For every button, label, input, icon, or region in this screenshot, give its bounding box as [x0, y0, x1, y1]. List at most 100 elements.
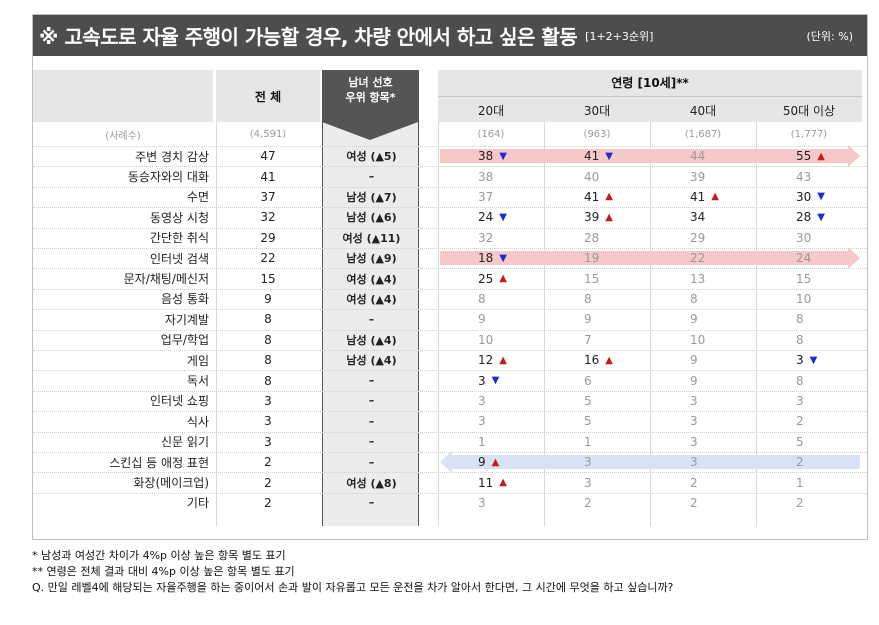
row-age-value: 2 [690, 475, 698, 490]
table-row: 식사 3 – 3 5 3 2 [33, 411, 867, 431]
row-age-value: 10 [796, 291, 812, 306]
row-age-value: 8 [584, 291, 592, 306]
highlight-band [452, 455, 860, 469]
row-gender-pref: 남성 (▲6) [346, 211, 397, 225]
age-group-header: 연령 [10세]** [611, 76, 689, 90]
row-total: 32 [260, 210, 276, 225]
row-age-value: 5 [584, 393, 592, 408]
row-age-value: 9 [690, 353, 698, 368]
row-age-value: 3 ▼ [478, 373, 500, 388]
row-age-value: 9 [478, 312, 486, 327]
pref-header: 남녀 선호 우위 항목* [322, 70, 419, 122]
row-label: 문자/채팅/메신저 [123, 272, 209, 287]
row-label: 간단한 취식 [149, 231, 209, 246]
row-total: 3 [264, 434, 272, 449]
row-age-value: 8 [690, 291, 698, 306]
row-age-value: 39 [690, 169, 706, 184]
row-gender-pref: – [368, 170, 375, 184]
row-age-value: 12 ▲ [478, 353, 507, 368]
row-total: 2 [264, 495, 272, 510]
table-row: 스킨십 등 애정 표현 2 – 9 ▲ 3 3 2 [33, 452, 867, 472]
row-age-value: 10 [690, 332, 706, 347]
row-age-value: 41 ▲ [690, 189, 719, 204]
row-age-value: 3 [690, 434, 698, 449]
row-age-value: 1 [796, 475, 804, 490]
row-gender-pref: 남성 (▲7) [346, 190, 397, 204]
row-gender-pref: – [368, 455, 375, 469]
title-bar: ※ 고속도로 자율 주행이 가능할 경우, 차량 안에서 하고 싶은 활동 [1… [33, 15, 867, 56]
row-label: 수면 [186, 190, 209, 205]
age-header-40: 40대 [689, 104, 717, 118]
row-label: 화장(메이크업) [133, 476, 209, 491]
down-triangle-icon: ▼ [605, 150, 613, 162]
row-age-value: 8 [478, 291, 486, 306]
sample-30: (963) [583, 128, 611, 140]
row-age-value: 1 [478, 434, 486, 449]
row-label: 식사 [186, 414, 209, 429]
age-header-50: 50대 이상 [782, 104, 836, 118]
row-total: 9 [264, 291, 272, 306]
table-row: 음성 통화 9 여성 (▲4) 8 8 8 10 [33, 289, 867, 309]
row-age-value: 37 [478, 189, 494, 204]
up-triangle-icon: ▲ [605, 211, 613, 223]
row-total: 22 [260, 251, 276, 266]
row-age-value: 10 [478, 332, 494, 347]
table-row: 기타 2 – 3 2 2 2 [33, 493, 867, 513]
table-row: 게임 8 남성 (▲4) 12 ▲ 16 ▲ 9 3 ▼ [33, 350, 867, 370]
down-triangle-icon: ▼ [809, 354, 818, 366]
row-gender-pref: 남성 (▲9) [346, 252, 397, 266]
row-gender-pref: 여성 (▲4) [346, 292, 397, 306]
row-total: 2 [264, 475, 272, 490]
row-age-value: 5 [796, 434, 804, 449]
footnotes: * 남성과 여성간 차이가 4%p 이상 높은 항목 별도 표기 ** 연령은 … [32, 548, 673, 596]
row-age-value: 2 [796, 455, 804, 470]
down-triangle-icon: ▼ [817, 211, 825, 223]
age-header-20: 20대 [477, 104, 505, 118]
up-triangle-icon: ▲ [499, 477, 507, 489]
row-age-value: 3 [690, 393, 698, 408]
row-age-value: 8 [796, 312, 804, 327]
table-row: 화장(메이크업) 2 여성 (▲8) 11 ▲ 3 2 1 [33, 472, 867, 492]
row-age-value: 6 [584, 373, 592, 388]
row-label: 기타 [186, 496, 209, 511]
row-total: 8 [264, 353, 272, 368]
title-unit: (단위: %) [806, 29, 853, 43]
row-age-value: 2 [796, 414, 804, 429]
down-triangle-icon: ▼ [491, 375, 500, 387]
row-age-value: 7 [584, 332, 592, 347]
row-label: 동영상 시청 [149, 210, 209, 225]
row-label: 주변 경치 감상 [135, 149, 209, 164]
row-age-value: 2 [796, 495, 804, 510]
row-age-value: 16 ▲ [584, 353, 613, 368]
row-gender-pref: – [368, 414, 375, 428]
row-age-value: 3 [584, 475, 592, 490]
row-age-value: 3 [478, 393, 486, 408]
row-age-value: 18 ▼ [478, 251, 507, 266]
row-age-value: 38 [478, 169, 494, 184]
row-gender-pref: – [368, 394, 375, 408]
row-age-value: 3 [796, 393, 804, 408]
row-age-value: 3 ▼ [796, 353, 818, 368]
sample-20: (164) [477, 128, 505, 140]
row-gender-pref: 여성 (▲8) [346, 476, 397, 490]
down-triangle-icon: ▼ [499, 252, 507, 264]
row-total: 37 [260, 189, 276, 204]
page-title: ※ 고속도로 자율 주행이 가능할 경우, 차량 안에서 하고 싶은 활동 [39, 25, 578, 49]
row-total: 41 [260, 169, 276, 184]
highlight-arrow-right [848, 145, 860, 167]
row-gender-pref: – [368, 435, 375, 449]
table-row: 인터넷 쇼핑 3 – 3 5 3 3 [33, 391, 867, 411]
pref-header-notch [322, 122, 418, 140]
row-age-value: 32 [478, 230, 494, 245]
row-age-value: 39 ▲ [584, 210, 613, 225]
sample-50: (1,777) [790, 128, 828, 140]
row-age-value: 30 ▼ [796, 189, 825, 204]
row-age-value: 30 [796, 230, 812, 245]
up-triangle-icon: ▲ [499, 273, 507, 285]
row-age-value: 1 [584, 434, 592, 449]
row-label: 업무/학업 [160, 333, 209, 348]
row-gender-pref: 남성 (▲4) [346, 333, 397, 347]
row-gender-pref: 여성 (▲4) [346, 272, 397, 286]
row-age-value: 9 [690, 373, 698, 388]
row-label: 독서 [186, 374, 209, 389]
